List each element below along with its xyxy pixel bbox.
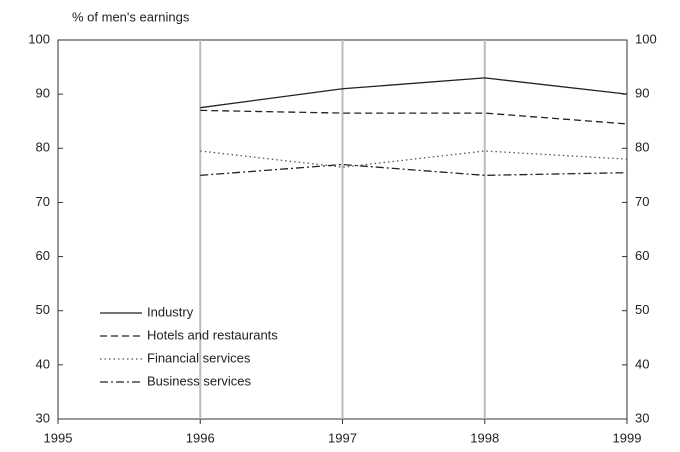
y-tick-label: 60 [36,248,50,263]
x-tick-label: 1999 [613,430,642,445]
y-tick-label: 90 [36,86,50,101]
y2-tick-label: 80 [635,140,649,155]
y-tick-label: 70 [36,194,50,209]
y-tick-label: 30 [36,410,50,425]
legend-label: Financial services [147,350,251,365]
x-tick-label: 1995 [44,430,73,445]
x-tick-label: 1998 [470,430,499,445]
y2-tick-label: 100 [635,31,657,46]
y-tick-label: 80 [36,140,50,155]
y-tick-label: 40 [36,356,50,371]
y2-tick-label: 70 [635,194,649,209]
series-line [200,163,628,177]
y2-tick-label: 50 [635,302,649,317]
x-tick-label: 1997 [328,430,357,445]
y-axis-label: % of men's earnings [72,9,190,24]
y-tick-label: 100 [28,31,50,46]
y2-tick-label: 30 [635,410,649,425]
y2-tick-label: 60 [635,248,649,263]
y2-tick-label: 90 [635,86,649,101]
y-tick-label: 50 [36,302,50,317]
series-line [200,77,628,109]
series-line [200,150,628,168]
legend-label: Industry [147,304,194,319]
series-line [200,109,628,125]
legend-label: Hotels and restaurants [147,327,278,342]
y2-tick-label: 40 [635,356,649,371]
x-tick-label: 1996 [186,430,215,445]
legend-label: Business services [147,373,252,388]
